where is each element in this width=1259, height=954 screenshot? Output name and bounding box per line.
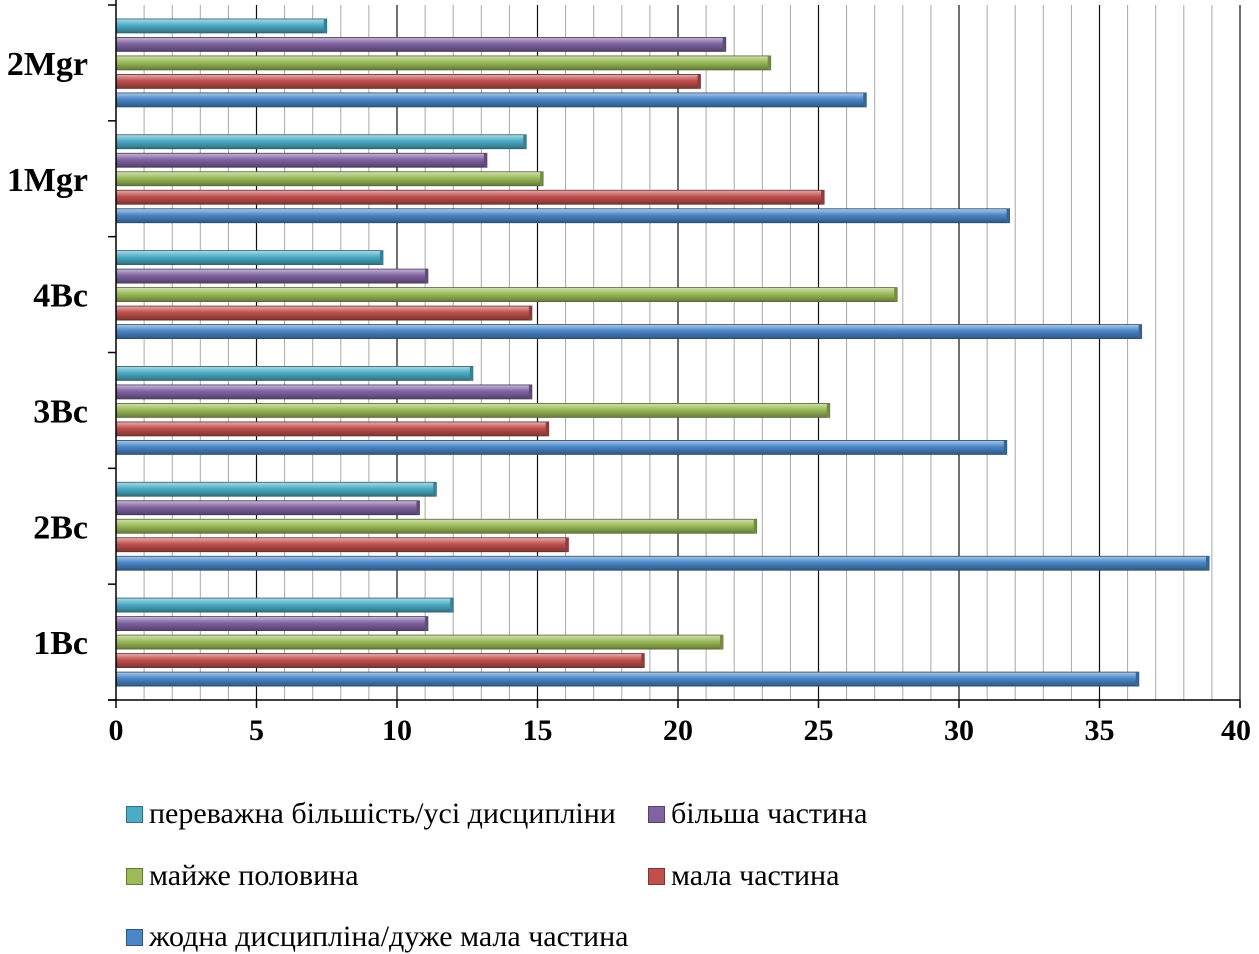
x-tick-label: 40 (1221, 714, 1251, 747)
bar-end-cap (1006, 208, 1010, 223)
bar-1Mgr-series-1 (115, 189, 825, 205)
bar-end-cap (641, 653, 645, 668)
bar-4Bc-series-0 (115, 324, 1143, 339)
bar-end-cap (821, 190, 825, 205)
category-label: 2Bc (33, 509, 88, 546)
bar-3Bc-series-1 (115, 421, 550, 437)
bar-end-cap (528, 306, 532, 321)
bar-1Bc-series-0 (115, 671, 1140, 687)
legend-swatch (126, 805, 143, 823)
legend-item-none: жодна дисципліна/дуже мала частина (126, 920, 628, 954)
bar-2Mgr-series-3 (115, 37, 727, 52)
bar-1Mgr-series-2 (115, 171, 544, 187)
bars (115, 18, 1210, 687)
category-label: 2Mgr (7, 46, 88, 83)
category-label: 1Bc (33, 625, 88, 662)
bar-3Bc-series-2 (115, 403, 831, 418)
legend-swatch (648, 805, 665, 823)
legend-label: переважна більшість/усі дисципліни (149, 797, 616, 830)
axes (108, 0, 1241, 708)
bar-4Bc-series-4 (115, 250, 384, 265)
bar-1Mgr-series-4 (115, 134, 527, 150)
legend-label: мала частина (671, 859, 840, 892)
bar-2Mgr-series-1 (115, 74, 701, 89)
bar-end-cap (565, 537, 569, 552)
x-tick-label: 15 (523, 714, 553, 747)
bar-4Bc-series-2 (115, 287, 898, 302)
bar-end-cap (424, 269, 428, 284)
bar-3Bc-series-3 (115, 384, 533, 400)
bar-end-cap (767, 55, 771, 70)
bar-end-cap (1003, 440, 1007, 455)
bar-end-cap (894, 287, 898, 302)
legend: переважна більшість/усі дисципліни більш… (0, 770, 1259, 953)
x-tick-label: 35 (1085, 714, 1115, 747)
bar-2Bc-series-1 (115, 537, 569, 553)
bar-1Bc-series-2 (115, 634, 724, 650)
bar-1Mgr-series-3 (115, 152, 488, 168)
bar-2Mgr-series-0 (115, 92, 867, 108)
bar-3Bc-series-0 (115, 440, 1008, 455)
bar-2Bc-series-0 (115, 555, 1210, 571)
x-tick-label: 0 (109, 714, 124, 747)
legend-swatch (126, 867, 143, 885)
bar-end-cap (697, 74, 701, 89)
grid (143, 5, 1241, 700)
bar-end-cap (323, 18, 327, 33)
category-label: 4Bc (33, 278, 88, 315)
category-label: 3Bc (33, 393, 88, 430)
bar-1Bc-series-3 (115, 616, 429, 631)
bar-end-cap (528, 384, 532, 399)
bar-1Bc-series-4 (115, 597, 454, 613)
legend-swatch (126, 928, 143, 946)
bar-end-cap (863, 92, 867, 107)
bar-3Bc-series-4 (115, 366, 474, 381)
bar-end-cap (826, 403, 830, 418)
bar-end-cap (416, 500, 420, 515)
bar-end-cap (1206, 556, 1210, 571)
bar-end-cap (469, 366, 473, 381)
bar-end-cap (424, 616, 428, 631)
legend-item-small-part: мала частина (648, 859, 839, 893)
bar-2Bc-series-3 (115, 500, 420, 516)
bar-end-cap (483, 153, 487, 168)
x-tick-label: 10 (382, 714, 412, 747)
x-tick-label: 30 (944, 714, 974, 747)
bar-end-cap (722, 37, 726, 52)
bar-1Mgr-series-0 (115, 208, 1010, 224)
legend-item-almost-half: майже половина (126, 859, 359, 893)
bar-end-cap (540, 171, 544, 186)
bar-chart: 1Bc 2Bc 3Bc 4Bc 1Mgr 2Mgr 0 5 10 15 20 25 30 35 40 (7, 0, 1251, 747)
bar-2Bc-series-4 (115, 481, 437, 497)
bar-2Bc-series-2 (115, 518, 758, 534)
bar-4Bc-series-3 (115, 268, 429, 284)
category-label: 1Mgr (7, 162, 88, 199)
bar-1Bc-series-1 (115, 653, 645, 668)
legend-item-overwhelming-majority: переважна більшість/усі дисципліни (126, 797, 616, 831)
bar-end-cap (450, 598, 454, 613)
legend-label: більша частина (671, 797, 868, 830)
x-tick-label: 20 (663, 714, 693, 747)
bar-end-cap (753, 519, 757, 534)
legend-swatch (648, 867, 665, 885)
legend-item-most: більша частина (648, 797, 867, 831)
bar-end-cap (433, 482, 437, 497)
bar-4Bc-series-1 (115, 305, 533, 321)
labels: 1Bc 2Bc 3Bc 4Bc 1Mgr 2Mgr 0 5 10 15 20 25 30 35 40 (7, 46, 1251, 747)
bar-2Mgr-series-2 (115, 55, 772, 71)
x-tick-label: 5 (249, 714, 264, 747)
bar-end-cap (523, 134, 527, 149)
bar-2Mgr-series-4 (115, 18, 328, 34)
x-tick-label: 25 (804, 714, 834, 747)
bar-end-cap (545, 421, 549, 436)
bar-end-cap (1138, 324, 1142, 339)
legend-label: майже половина (149, 859, 359, 892)
bar-end-cap (1135, 672, 1139, 687)
bar-end-cap (379, 250, 383, 265)
legend-label: жодна дисципліна/дуже мала частина (149, 920, 629, 953)
bar-end-cap (719, 635, 723, 650)
